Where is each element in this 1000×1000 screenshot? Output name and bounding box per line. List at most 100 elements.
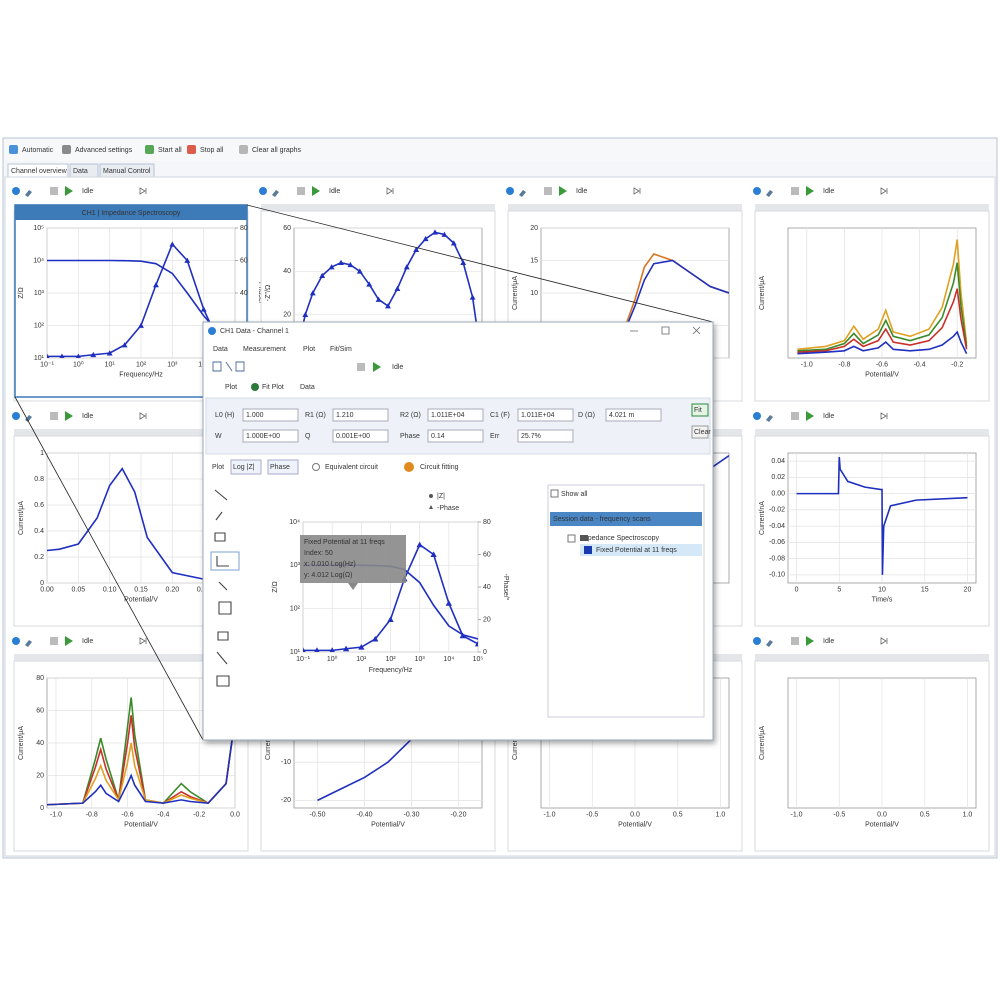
plot-option[interactable]: Equivalent circuit xyxy=(325,464,378,471)
x-tick-label: 0.0 xyxy=(630,811,640,818)
legend-marker xyxy=(429,505,433,509)
stop-button[interactable] xyxy=(544,187,552,195)
y-tick-label: 1 xyxy=(40,450,44,457)
x-tick-label: -0.6 xyxy=(122,811,134,818)
toolbar-button[interactable]: Advanced settings xyxy=(75,147,133,154)
field-label: Q xyxy=(305,433,311,440)
x-tick-label: 0.05 xyxy=(72,586,86,593)
x-tick-label: 10³ xyxy=(167,361,178,368)
radio[interactable] xyxy=(312,463,320,471)
input-box[interactable] xyxy=(517,408,574,422)
start-button[interactable] xyxy=(312,186,320,196)
x-tick-label: 1.0 xyxy=(716,811,726,818)
toolbar-button[interactable]: Clear all graphs xyxy=(252,147,302,154)
input-box[interactable] xyxy=(517,429,574,443)
input-box[interactable] xyxy=(242,429,299,443)
tree-item[interactable]: Fixed Potential at 11 freqs xyxy=(596,547,677,554)
data-marker xyxy=(106,350,113,356)
start-button[interactable] xyxy=(65,411,73,421)
toolbar-icon xyxy=(145,145,154,154)
dialog-tab[interactable]: Fit Plot xyxy=(262,384,284,391)
stop-button[interactable] xyxy=(50,187,58,195)
y-tick-label: 0.02 xyxy=(771,474,785,481)
tree-checkbox[interactable] xyxy=(567,534,576,543)
stop-button[interactable] xyxy=(791,637,799,645)
x-tick-label: 10¹ xyxy=(356,656,367,663)
series-group xyxy=(47,697,235,806)
stop-button[interactable] xyxy=(297,187,305,195)
x-tick-label: 20 xyxy=(964,586,972,593)
status-label: Idle xyxy=(329,188,340,195)
plot-option[interactable]: Plot xyxy=(212,464,224,471)
stop-button[interactable] xyxy=(50,637,58,645)
window-controls[interactable] xyxy=(630,326,701,335)
settings-icon xyxy=(519,190,526,197)
y-tick-label: 0.8 xyxy=(34,476,44,483)
menu-item[interactable]: Fit/Sim xyxy=(330,346,352,353)
start-button[interactable] xyxy=(65,186,73,196)
input-box[interactable] xyxy=(242,408,299,422)
start-button[interactable] xyxy=(806,411,814,421)
plot-option[interactable]: Circuit fitting xyxy=(420,464,459,471)
menu-item[interactable]: Plot xyxy=(303,346,315,353)
show-all[interactable]: Show all xyxy=(561,491,588,498)
menu-item[interactable]: Data xyxy=(213,346,228,353)
data-marker xyxy=(184,257,191,263)
field-label: C1 (F) xyxy=(490,412,510,419)
y2-tick-label: 20 xyxy=(483,616,491,623)
input-box[interactable] xyxy=(332,408,389,422)
skip-icon xyxy=(880,637,888,645)
dialog-tab[interactable]: Plot xyxy=(225,384,237,391)
start-button[interactable] xyxy=(559,186,567,196)
start-button[interactable] xyxy=(806,186,814,196)
data-marker xyxy=(47,353,50,358)
stop-button[interactable] xyxy=(50,412,58,420)
button-label[interactable]: Clear xyxy=(694,429,711,436)
data-marker xyxy=(372,635,379,642)
y2-tick-label: 40 xyxy=(240,290,248,297)
y-tick-label: 10¹ xyxy=(290,649,301,656)
stop-button[interactable] xyxy=(791,412,799,420)
start-button[interactable] xyxy=(65,636,73,646)
dialog-tool-icons xyxy=(212,361,245,372)
data-marker xyxy=(169,241,176,247)
skip-icon xyxy=(633,187,641,195)
dialog-tab[interactable]: Data xyxy=(300,384,315,391)
data-line xyxy=(797,330,968,355)
channel-icon xyxy=(753,187,761,195)
dialog-stop[interactable] xyxy=(357,363,365,371)
button[interactable] xyxy=(691,403,709,417)
y-tick-label: -0.02 xyxy=(769,507,785,514)
input-box[interactable] xyxy=(427,408,484,422)
menu-item[interactable]: Measurement xyxy=(243,346,286,353)
tree-item[interactable]: Impedance Spectroscopy xyxy=(580,535,659,542)
y-axis-label: Current/μA xyxy=(512,276,519,310)
tab-label[interactable]: Channel overview xyxy=(11,168,68,175)
start-button[interactable] xyxy=(806,636,814,646)
toolbar-button[interactable]: Start all xyxy=(158,147,182,154)
dialog-start[interactable] xyxy=(373,362,381,372)
button-label[interactable]: Fit xyxy=(694,407,702,414)
data-marker xyxy=(422,235,429,242)
tree-header xyxy=(550,512,702,526)
button[interactable] xyxy=(691,425,709,439)
data-marker xyxy=(328,264,335,270)
tab-label[interactable]: Manual Control xyxy=(103,168,151,175)
toggle[interactable] xyxy=(267,459,299,475)
toggle[interactable] xyxy=(230,459,262,475)
y-tick-label: 10¹ xyxy=(34,355,45,362)
plot-option[interactable]: Phase xyxy=(270,464,290,471)
y-tick-label: 20 xyxy=(530,225,538,232)
plot-option[interactable]: Log |Z| xyxy=(233,464,255,471)
panel-header xyxy=(755,429,989,436)
tree-checkbox[interactable] xyxy=(584,546,592,554)
input-box[interactable] xyxy=(427,429,484,443)
toolbar-button[interactable]: Automatic xyxy=(22,147,54,154)
checkbox[interactable] xyxy=(550,489,559,498)
toolbar-button[interactable]: Stop all xyxy=(200,147,224,154)
tab-label[interactable]: Data xyxy=(73,168,88,175)
stop-button[interactable] xyxy=(791,187,799,195)
y-tick-label: 80 xyxy=(36,675,44,682)
input-box[interactable] xyxy=(605,408,662,422)
input-box[interactable] xyxy=(332,429,389,443)
